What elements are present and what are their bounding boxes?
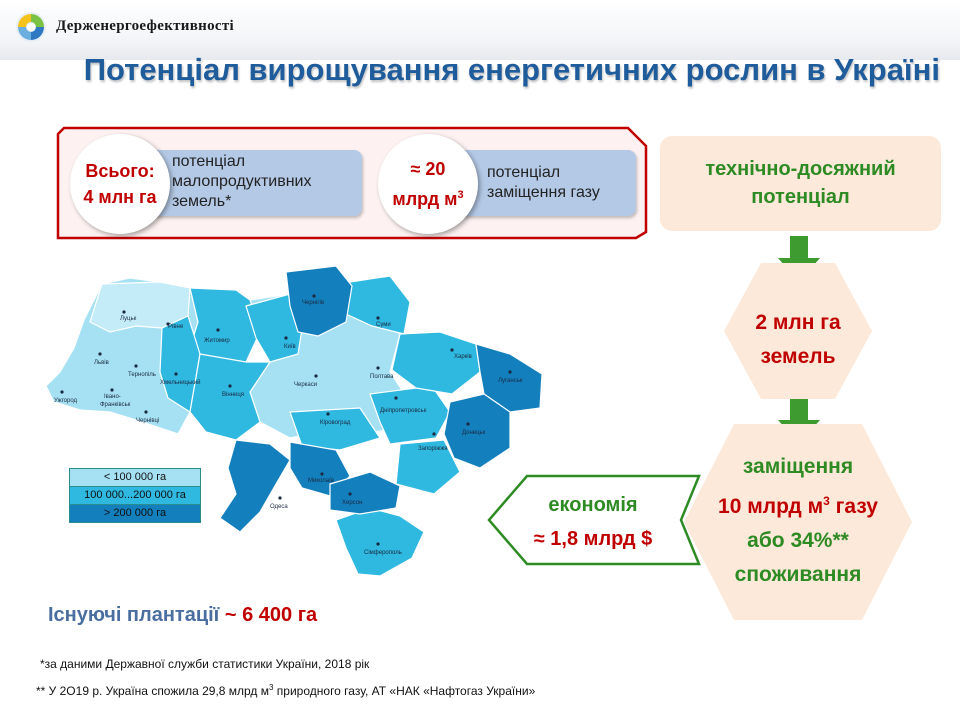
tech-line2: потенціал (751, 186, 850, 208)
total-label: Всього: (85, 161, 155, 181)
technical-potential-box (660, 136, 941, 231)
repl-line1: заміщення (742, 455, 854, 478)
repl-line4: споживання (734, 563, 862, 586)
legend-item-high: > 200 000 га (69, 504, 201, 523)
land-line1: 2 млн га (755, 311, 841, 334)
footnote-2-text-b: природного газу, АТ «НАК «Нафтогаз Украї… (273, 684, 536, 698)
map-region-dnipro (369, 385, 451, 445)
economy-arrow (487, 474, 701, 566)
land-line2: земель (760, 345, 836, 368)
map-label-vinnytsia: Вінниця (222, 392, 244, 398)
map-region-odesa (219, 439, 291, 533)
legend-item-low: < 100 000 га (69, 468, 201, 487)
footnote-2: ** У 2О19 р. Україна спожила 29,8 млрд м… (36, 683, 535, 698)
gas-value-sup: 3 (457, 189, 464, 201)
map-label-uzhhorod: Ужгород (54, 398, 78, 404)
map-legend: < 100 000 га 100 000...200 000 га > 200 … (69, 468, 201, 523)
map-label-mykolaiv: Миколаїв (308, 478, 334, 484)
repl-line2: 10 млрд м3 газу (684, 484, 912, 524)
land-potential-pill (140, 150, 362, 216)
map-region-kirovohrad (289, 407, 381, 451)
map-label-rivne: Рівне (168, 324, 184, 330)
tech-line1: технічно-досяжний (705, 158, 896, 180)
map-region-crimea (335, 507, 425, 577)
map-region-donetsk (443, 393, 511, 469)
map-city-labels: Чернігів Суми Харків Луганськ Донецьк За… (54, 294, 523, 556)
gas-potential-circle: ≈ 20 млрд м3 (378, 134, 478, 234)
map-label-zhytomyr: Житомир (204, 338, 230, 344)
map-region-vinnytsia (189, 353, 272, 441)
map-region-kherson (329, 471, 401, 515)
footnote-1: *за даними Державної служби статистики У… (40, 657, 370, 671)
map-label-cherkasy: Черкаси (294, 382, 317, 388)
gas-value-unit: млрд м (392, 189, 458, 209)
ukraine-map: Чернігів Суми Харків Луганськ Донецьк За… (45, 265, 543, 577)
down-arrow-icon (778, 398, 820, 444)
repl-line3: або 34%** (747, 529, 849, 552)
page-title: Потенціал вирощування енергетичних росли… (83, 52, 940, 87)
map-region-chernihiv (285, 265, 353, 337)
gas-value-line1: ≈ 20 (410, 159, 446, 179)
map-label-kharkiv: Харків (454, 354, 472, 360)
map-label-kirovohrad: Кіровоград (320, 420, 351, 426)
map-label-ivano-frankivsk-2: Франківськ (100, 402, 131, 408)
repl-line2-sup: 3 (823, 494, 830, 508)
map-region-zaporizhzhia (395, 439, 461, 495)
technical-potential-text: технічно-досяжний потенціал (660, 155, 941, 211)
legend-item-mid: 100 000...200 000 га (69, 486, 201, 505)
gas-desc-line2: заміщення газу (487, 184, 600, 201)
land-hexagon-text: 2 млн га земель (724, 306, 872, 374)
plantations-value: ~ 6 400 га (224, 604, 318, 626)
map-label-lviv: Львів (94, 360, 109, 366)
total-land-circle: Всього: 4 млн га (70, 134, 170, 234)
plantations-label: Існуючі плантації (48, 604, 220, 626)
total-value: 4 млн га (83, 187, 157, 207)
agency-logo-icon (16, 12, 46, 42)
map-label-khmelnytskyi: Хмельницький (160, 379, 200, 386)
map-label-donetsk: Донецьк (462, 430, 486, 436)
land-potential-desc: потенціал малопродуктивних земель* (172, 152, 362, 212)
map-label-chernihiv: Чернігів (302, 300, 324, 306)
footnote-2-sup: 3 (269, 683, 274, 692)
map-label-chernivtsi: Чернівці (136, 418, 159, 424)
map-label-dnipro: Дніпропетровськ (380, 408, 427, 414)
map-label-ternopil: Тернопіль (128, 372, 156, 378)
map-label-zaporizhzhia: Запоріжжя (418, 446, 448, 452)
replacement-hexagon-text: заміщення 10 млрд м3 газу або 34%** спож… (684, 450, 912, 592)
map-label-ivano-frankivsk-1: Івано- (104, 394, 121, 400)
econ-line1: економія (548, 494, 638, 516)
header-band (0, 0, 960, 60)
map-region-luhansk (475, 343, 543, 413)
map-label-luhansk: Луганськ (498, 378, 523, 384)
map-label-kyiv: Київ (284, 344, 296, 350)
map-label-kherson: Херсон (342, 500, 362, 506)
gas-potential-pill (448, 150, 636, 216)
land-desc-line2: малопродуктивних (172, 173, 312, 190)
gas-desc-line1: потенціал (487, 164, 561, 181)
map-label-sumy: Суми (376, 322, 391, 328)
replacement-hexagon (684, 424, 912, 620)
repl-line2-tail: газу (829, 495, 878, 518)
map-label-simferopol: Сімферополь (364, 550, 402, 556)
map-label-lutsk: Луцьк (120, 316, 137, 322)
economy-text: економія ≈ 1,8 млрд $ (508, 488, 678, 556)
land-desc-line3: земель* (172, 193, 232, 210)
repl-line2-text: 10 млрд м (718, 495, 824, 518)
existing-plantations: Існуючі плантації ~ 6 400 га (48, 604, 317, 627)
footnote-2-text-a: ** У 2О19 р. Україна спожила 29,8 млрд м (36, 684, 270, 698)
gas-value-line2: млрд м3 (392, 182, 463, 212)
organization-name: Держенергоефективності (56, 18, 234, 34)
land-hexagon (724, 263, 872, 399)
map-label-odesa: Одеса (270, 504, 288, 510)
down-arrow-icon (778, 236, 820, 282)
land-desc-line1: потенціал (172, 153, 246, 170)
econ-line2: ≈ 1,8 млрд $ (533, 528, 653, 550)
gas-potential-desc: потенціал заміщення газу (487, 163, 637, 203)
map-label-poltava: Полтава (370, 374, 394, 380)
map-region-kharkiv (391, 331, 481, 395)
